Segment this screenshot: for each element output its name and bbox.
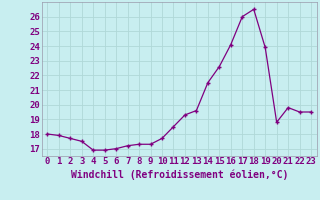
X-axis label: Windchill (Refroidissement éolien,°C): Windchill (Refroidissement éolien,°C): [70, 169, 288, 180]
